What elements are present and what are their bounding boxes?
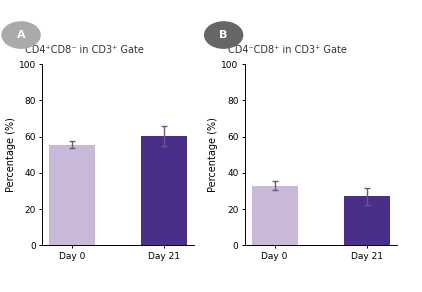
Bar <box>49 145 95 245</box>
Text: B: B <box>219 30 228 40</box>
Bar <box>141 136 187 245</box>
Bar <box>252 185 298 245</box>
Text: A: A <box>17 30 25 40</box>
Y-axis label: Percentage (%): Percentage (%) <box>6 117 16 192</box>
Text: CD4⁻CD8⁺ in CD3⁺ Gate: CD4⁻CD8⁺ in CD3⁺ Gate <box>228 46 347 55</box>
Text: CD4⁺CD8⁻ in CD3⁺ Gate: CD4⁺CD8⁻ in CD3⁺ Gate <box>25 46 144 55</box>
Bar <box>344 197 390 245</box>
Y-axis label: Percentage (%): Percentage (%) <box>208 117 219 192</box>
